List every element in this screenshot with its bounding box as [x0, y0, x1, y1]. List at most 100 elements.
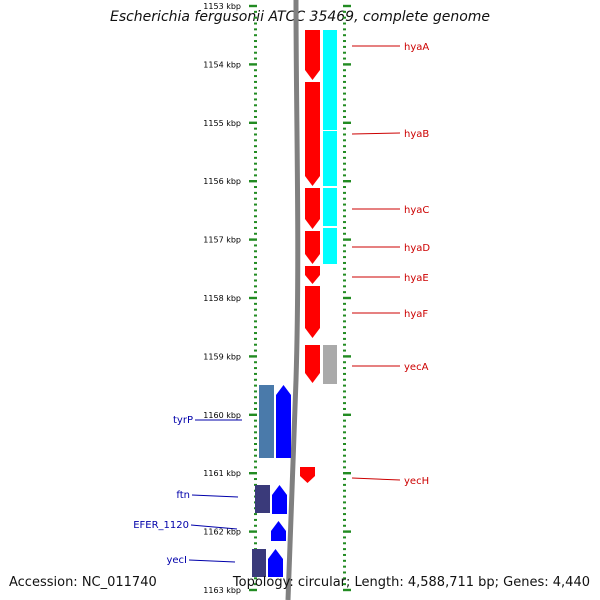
- gene-arrow-hyaF: [305, 286, 320, 338]
- ruler-minor-tick: [343, 501, 346, 504]
- gene-label: ftn: [176, 490, 190, 501]
- ruler-tick-label: 1158 kbp: [203, 294, 241, 303]
- ruler-minor-tick: [254, 51, 257, 54]
- ruler-minor-tick: [343, 151, 346, 153]
- gene-label: hyaD: [404, 243, 430, 254]
- cyan-feature-block: [323, 131, 337, 186]
- ruler-minor-tick: [343, 279, 346, 282]
- ruler-tick-label: 1155 kbp: [203, 119, 241, 128]
- ruler-minor-tick: [343, 320, 346, 323]
- ruler-major-tick: [249, 530, 257, 533]
- ruler-minor-tick: [343, 390, 346, 393]
- gene-label: hyaA: [404, 42, 429, 53]
- ruler-minor-tick: [254, 320, 257, 323]
- ruler-minor-tick: [254, 162, 257, 165]
- ruler-minor-tick: [343, 197, 346, 200]
- ruler-minor-tick: [254, 75, 257, 78]
- ruler-minor-tick: [343, 10, 346, 13]
- ruler-minor-tick: [254, 273, 257, 276]
- ruler-minor-tick: [254, 279, 257, 282]
- ruler-minor-tick: [343, 51, 346, 54]
- ruler-minor-tick: [254, 448, 257, 451]
- ruler-minor-tick: [343, 133, 346, 136]
- ruler-minor-tick: [254, 302, 257, 305]
- ruler-minor-tick: [343, 250, 346, 253]
- ruler-tick-label: 1159 kbp: [203, 352, 241, 361]
- ruler-minor-tick: [343, 507, 346, 510]
- ruler-minor-tick: [343, 372, 346, 375]
- ruler-minor-tick: [254, 583, 257, 586]
- ruler-minor-tick: [254, 28, 257, 31]
- ruler-minor-tick: [343, 524, 346, 527]
- ruler-minor-tick: [254, 16, 257, 19]
- ruler-minor-tick: [343, 110, 346, 113]
- ruler-minor-tick: [343, 448, 346, 451]
- ruler-minor-tick: [254, 431, 257, 434]
- ruler-minor-tick: [343, 45, 346, 48]
- genome-backbone: [285, 0, 301, 600]
- ruler-minor-tick: [254, 524, 257, 527]
- ruler-minor-tick: [254, 267, 257, 270]
- ruler-minor-tick: [254, 361, 257, 364]
- ruler-minor-tick: [254, 261, 257, 264]
- ruler-major-tick: [343, 413, 351, 416]
- ruler-minor-tick: [254, 139, 257, 142]
- gene-label: hyaB: [404, 129, 429, 140]
- ruler-minor-tick: [343, 203, 346, 206]
- gene-label: yecH: [404, 476, 429, 487]
- ruler-minor-tick: [343, 332, 346, 335]
- map-title: Escherichia fergusonii ATCC 35469, compl…: [109, 9, 491, 25]
- ruler-minor-tick: [343, 583, 346, 586]
- ruler-minor-tick: [254, 86, 257, 89]
- ruler-tick-label: 1156 kbp: [203, 177, 241, 186]
- ruler-major-tick: [249, 472, 257, 475]
- ruler-major-tick: [343, 530, 351, 533]
- ruler-minor-tick: [343, 174, 346, 177]
- ruler-minor-tick: [343, 92, 346, 95]
- ruler-minor-tick: [254, 437, 257, 440]
- ruler-minor-tick: [343, 419, 346, 422]
- ruler-minor-tick: [343, 69, 346, 72]
- ruler-minor-tick: [254, 174, 257, 177]
- ruler-minor-tick: [254, 378, 257, 381]
- ruler-minor-tick: [254, 384, 257, 387]
- ruler-minor-tick: [254, 291, 257, 294]
- ruler-tick-labels: 1153 kbp 1154 kbp 1155 kbp 1156 kbp 1157 kbp…: [203, 2, 241, 595]
- gene-label: hyaE: [404, 273, 429, 284]
- ruler-major-tick: [343, 296, 351, 300]
- gene-arrow-yecH: [300, 467, 315, 483]
- ruler-minor-tick: [343, 548, 346, 551]
- ruler-minor-tick: [254, 390, 257, 393]
- ruler-minor-tick: [254, 326, 257, 329]
- ruler-tick-label: 1153 kbp: [203, 2, 241, 11]
- ruler-minor-tick: [254, 186, 257, 189]
- ruler-minor-tick: [343, 28, 346, 31]
- ruler-minor-tick: [343, 384, 346, 387]
- ruler-minor-tick: [254, 513, 257, 516]
- cyan-feature-block: [323, 228, 337, 264]
- leader-line: [351, 132, 401, 135]
- ruler-minor-tick: [254, 542, 257, 545]
- ruler-major-tick: [343, 588, 351, 592]
- ruler-minor-tick: [254, 425, 257, 428]
- gene-arrow-ftn: [272, 485, 287, 514]
- ruler-minor-tick: [343, 431, 346, 434]
- ruler-minor-tick: [343, 489, 346, 492]
- cyan-feature-block: [323, 30, 337, 130]
- ruler-minor-tick: [254, 478, 257, 481]
- ruler-minor-tick: [254, 285, 257, 288]
- ruler-major-tick: [249, 355, 257, 358]
- ruler-left: [249, 4, 257, 592]
- ruler-minor-tick: [343, 256, 346, 259]
- ruler-minor-tick: [343, 215, 346, 218]
- ruler-minor-tick: [343, 232, 346, 235]
- ruler-minor-tick: [254, 483, 257, 486]
- ruler-right: [343, 4, 351, 592]
- ruler-minor-tick: [254, 10, 257, 13]
- ruler-minor-tick: [254, 466, 257, 469]
- leader-line: [351, 477, 401, 481]
- ruler-minor-tick: [343, 367, 346, 370]
- gene-label: hyaF: [404, 309, 428, 320]
- ruler-minor-tick: [343, 139, 346, 142]
